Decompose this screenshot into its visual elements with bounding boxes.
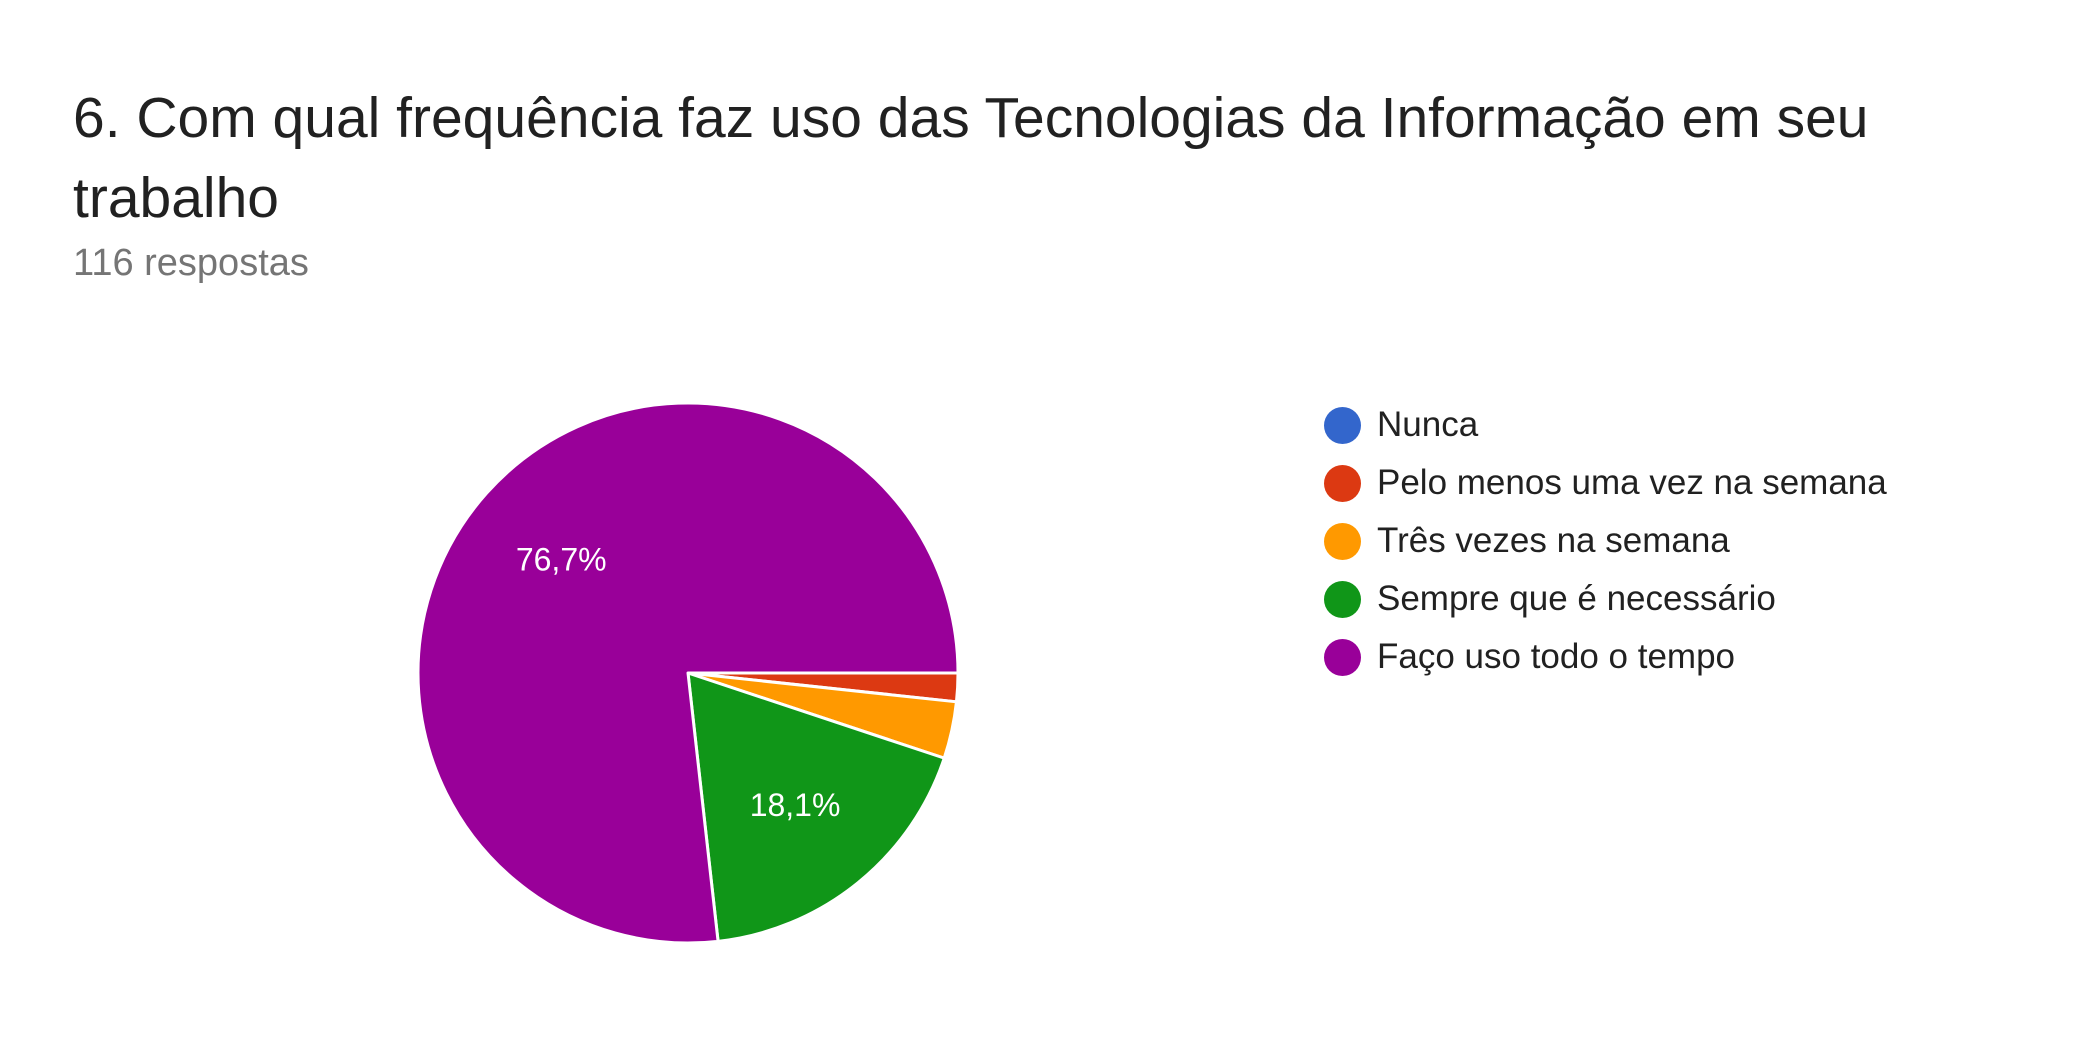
pie-slice-sempre-que-e-necessario [686,671,946,943]
legend-item-tres-vezes-na-semana: Três vezes na semana [1324,512,1887,570]
legend-label: Nunca [1377,405,1479,444]
pie-slice-faco-uso-todo-o-tempo [416,401,960,945]
pie-label-faco-uso-todo-o-tempo: 76,7% [516,542,607,578]
legend-swatch [1324,464,1361,502]
legend-item-nunca: Nunca [1324,396,1887,454]
pie-slices [416,401,960,945]
response-count: 116 respostas [73,242,309,284]
chart-legend: Nunca Pelo menos uma vez na semana Três ve… [1324,396,1887,686]
pie-slice-labels: 18,1% 76,7% [516,542,841,824]
legend-item-pelo-menos-uma-vez-na-semana: Pelo menos uma vez na semana [1324,454,1887,512]
legend-label: Três vezes na semana [1377,521,1730,560]
legend-label: Sempre que é necessário [1377,579,1776,618]
legend-item-faco-uso-todo-o-tempo: Faço uso todo o tempo [1324,628,1887,686]
pie-label-sempre-que-e-necessario: 18,1% [750,787,841,823]
question-title: 6. Com qual frequência faz uso das Tecno… [73,86,1869,230]
legend-swatch [1324,522,1361,560]
legend-swatch [1324,638,1361,676]
legend-swatch [1324,580,1361,618]
legend-item-sempre-que-e-necessario: Sempre que é necessário [1324,570,1887,628]
legend-label: Faço uso todo o tempo [1377,637,1735,676]
legend-label: Pelo menos uma vez na semana [1377,463,1887,502]
legend-swatch [1324,406,1361,444]
